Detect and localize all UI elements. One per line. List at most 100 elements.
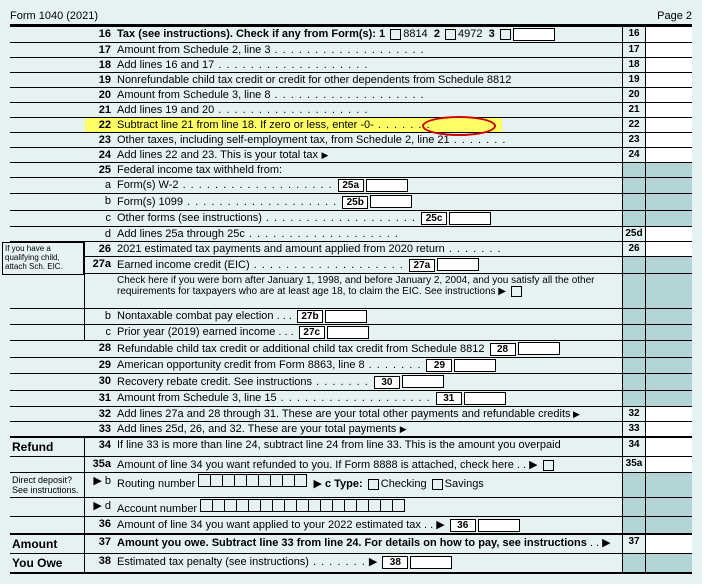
b37: 37 <box>622 535 645 553</box>
b22: 22 <box>622 118 645 132</box>
a17[interactable] <box>645 43 692 57</box>
d26: 2021 estimated tax payments and amount a… <box>115 242 622 256</box>
b24: 24 <box>622 148 645 162</box>
a22[interactable] <box>645 118 692 132</box>
sh27ck <box>622 274 645 308</box>
ln34: 34 <box>85 438 115 456</box>
ln27ck <box>85 274 115 308</box>
line-16-desc: Tax (see instructions). Check if any fro… <box>115 27 622 42</box>
ln27a: 27a <box>85 257 115 272</box>
a18[interactable] <box>645 58 692 72</box>
highlight-red-oval <box>422 116 496 136</box>
ma27c[interactable] <box>327 326 369 339</box>
ln35b: ▶ b <box>85 473 115 497</box>
deposit-label: Direct deposit? See instructions. <box>10 473 85 497</box>
ck-eic-age[interactable] <box>511 286 522 297</box>
sh25a <box>622 178 645 193</box>
d37: Amount you owe. Subtract line 33 from li… <box>115 535 622 553</box>
ck-8888[interactable] <box>543 460 554 471</box>
b18: 18 <box>622 58 645 72</box>
ma25c[interactable] <box>449 212 491 225</box>
a23[interactable] <box>645 133 692 147</box>
ma38[interactable] <box>410 556 452 569</box>
ln18: 18 <box>85 58 115 72</box>
ma25a[interactable] <box>366 179 408 192</box>
ash25 <box>645 163 692 177</box>
d35d: Account number <box>115 498 622 516</box>
d30: Recovery rebate credit. See instructions… <box>115 374 622 389</box>
sh27a <box>622 257 645 272</box>
line-num-16: 16 <box>85 27 115 42</box>
ash25c <box>645 211 692 226</box>
ma27a[interactable] <box>437 258 479 271</box>
ln19: 19 <box>85 73 115 87</box>
sh27b <box>622 309 645 324</box>
ma31[interactable] <box>464 392 506 405</box>
ma25b[interactable] <box>370 195 412 208</box>
ln28: 28 <box>85 341 115 356</box>
ln37: 37 <box>85 535 115 553</box>
ma27b[interactable] <box>325 310 367 323</box>
d35a: Amount of line 34 you want refunded to y… <box>115 457 622 472</box>
ma30[interactable] <box>402 375 444 388</box>
sh25c <box>622 211 645 226</box>
d27c: Prior year (2019) earned income . . . 27… <box>115 325 622 340</box>
amt-16[interactable] <box>645 27 692 42</box>
d25c: Other forms (see instructions) 25c <box>115 211 622 226</box>
ck-checking[interactable] <box>368 479 379 490</box>
ck-savings[interactable] <box>432 479 443 490</box>
ln25c: c <box>85 211 115 226</box>
ln35d: ▶ d <box>85 498 115 516</box>
sh29 <box>622 358 645 373</box>
a26[interactable] <box>645 242 692 256</box>
ma29[interactable] <box>454 359 496 372</box>
b25d: 25d <box>622 227 645 241</box>
ck-8814[interactable] <box>390 29 401 40</box>
d36: Amount of line 34 you want applied to yo… <box>115 517 622 533</box>
ln25a: a <box>85 178 115 193</box>
ln35a: 35a <box>85 457 115 472</box>
a32[interactable] <box>645 407 692 421</box>
a35a[interactable] <box>645 457 692 472</box>
ash28 <box>645 341 692 356</box>
d38: Estimated tax penalty (see instructions)… <box>115 554 622 572</box>
ln32: 32 <box>85 407 115 421</box>
a19[interactable] <box>645 73 692 87</box>
ln22: 22 <box>85 118 115 132</box>
d32: Add lines 27a and 28 through 31. These a… <box>115 407 622 421</box>
sh25 <box>622 163 645 177</box>
ma28[interactable] <box>518 342 560 355</box>
a20[interactable] <box>645 88 692 102</box>
routing-boxes[interactable] <box>198 474 307 490</box>
ash27b <box>645 309 692 324</box>
a24[interactable] <box>645 148 692 162</box>
owe-label-1: Amount <box>10 535 85 553</box>
ck-4972[interactable] <box>445 29 456 40</box>
d24: Add lines 22 and 23. This is your total … <box>115 148 622 162</box>
sh35b <box>622 473 645 497</box>
d25d: Add lines 25a through 25c <box>115 227 622 241</box>
b33: 33 <box>622 422 645 436</box>
d35b: Routing number ▶ c Type: Checking Saving… <box>115 473 622 497</box>
b34: 34 <box>622 438 645 456</box>
d20: Amount from Schedule 3, line 8 <box>115 88 622 102</box>
d19: Nonrefundable child tax credit or credit… <box>115 73 622 87</box>
ash35d <box>645 498 692 516</box>
refund-label: Refund <box>10 438 85 456</box>
b20: 20 <box>622 88 645 102</box>
a37[interactable] <box>645 535 692 553</box>
ln27c: c <box>85 325 115 340</box>
ln27b: b <box>85 309 115 324</box>
b19: 19 <box>622 73 645 87</box>
ash30 <box>645 374 692 389</box>
a33[interactable] <box>645 422 692 436</box>
a34[interactable] <box>645 438 692 456</box>
a21[interactable] <box>645 103 692 117</box>
d25: Federal income tax withheld from: <box>115 163 622 177</box>
a25d[interactable] <box>645 227 692 241</box>
sh27c <box>622 325 645 340</box>
ln25: 25 <box>85 163 115 177</box>
account-boxes[interactable] <box>200 499 405 515</box>
ck-other[interactable] <box>500 29 511 40</box>
sh35d <box>622 498 645 516</box>
